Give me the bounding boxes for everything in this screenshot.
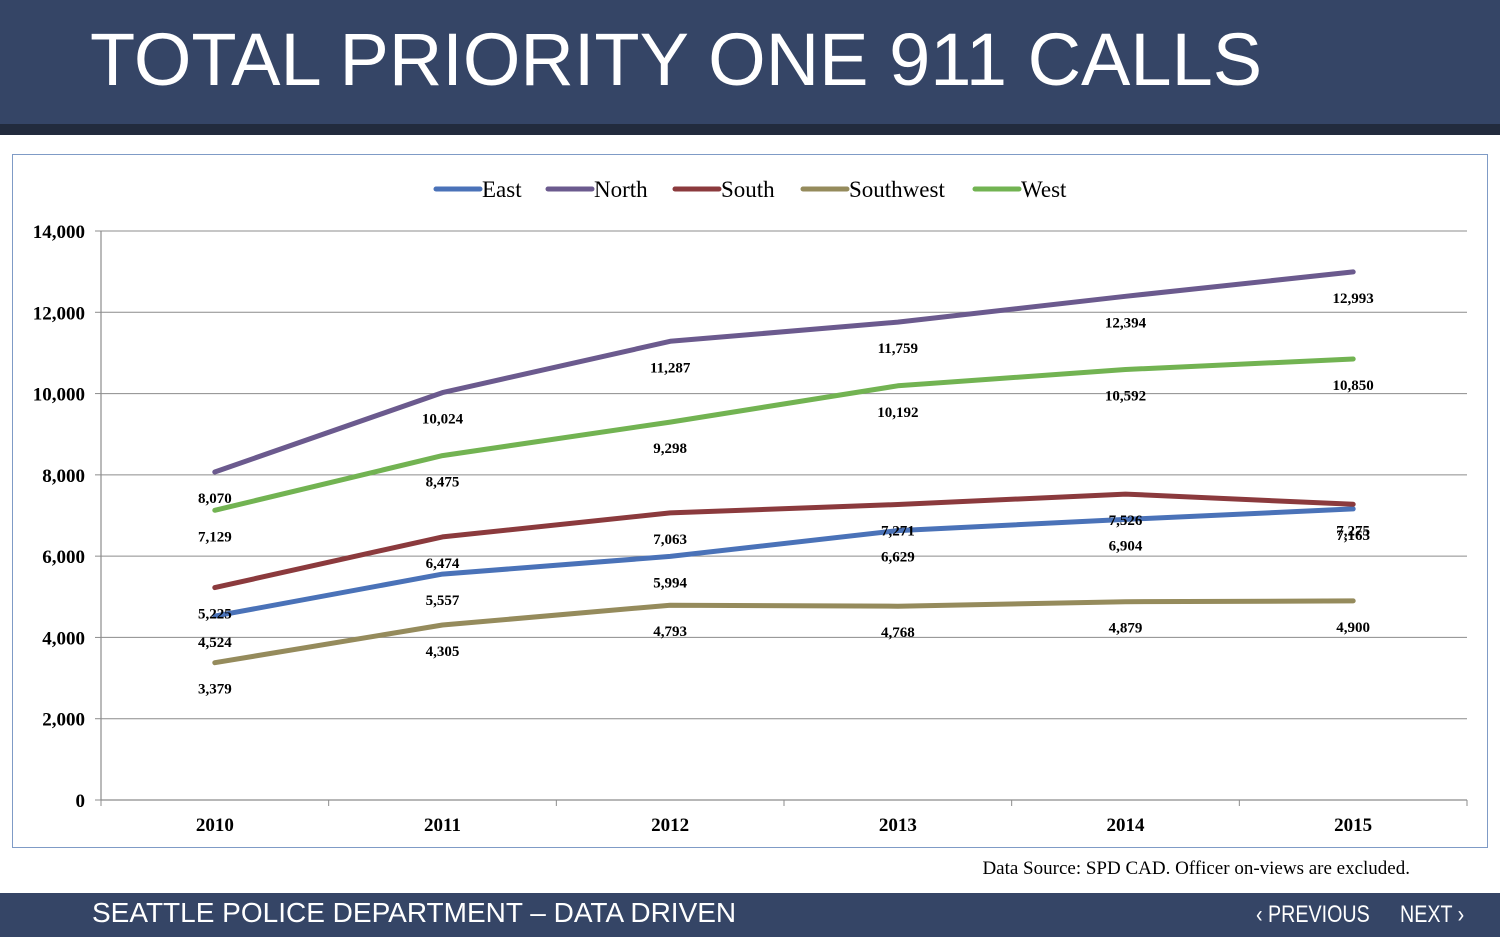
x-tick-label: 2015 bbox=[1334, 815, 1372, 836]
y-tick-label: 2,000 bbox=[42, 710, 85, 731]
data-label-south: 7,271 bbox=[881, 523, 915, 539]
x-tick-label: 2011 bbox=[424, 815, 461, 836]
legend-label-west: West bbox=[1021, 177, 1067, 202]
data-label-north: 12,394 bbox=[1105, 315, 1147, 331]
series-line-south bbox=[212, 491, 1356, 591]
data-label-east: 6,629 bbox=[881, 550, 915, 566]
data-label-east: 5,557 bbox=[426, 593, 460, 609]
y-tick-label: 8,000 bbox=[42, 466, 85, 487]
series-line-north bbox=[212, 269, 1356, 475]
data-label-north: 12,993 bbox=[1333, 291, 1374, 307]
gridlines bbox=[101, 230, 1467, 720]
data-label-south: 7,275 bbox=[1336, 523, 1370, 539]
data-label-southwest: 4,900 bbox=[1336, 620, 1370, 636]
data-label-southwest: 4,305 bbox=[426, 644, 460, 660]
data-label-south: 7,063 bbox=[653, 532, 687, 548]
data-label-southwest: 3,379 bbox=[198, 682, 232, 698]
series-lines bbox=[212, 269, 1356, 666]
chart-panel: 0 2,000 4,000 6,000 8,000 10,000 12,000 14,000 2… bbox=[12, 154, 1488, 848]
series-line-east bbox=[212, 506, 1356, 619]
legend-label-southwest: Southwest bbox=[849, 177, 945, 202]
legend-label-north: North bbox=[594, 177, 648, 202]
data-label-west: 10,592 bbox=[1105, 389, 1146, 405]
data-label-east: 6,904 bbox=[1109, 538, 1143, 554]
y-tick-label: 10,000 bbox=[33, 385, 85, 406]
y-tick-label: 4,000 bbox=[42, 628, 85, 649]
data-source-note: Data Source: SPD CAD. Officer on-views a… bbox=[982, 858, 1410, 879]
data-label-southwest: 4,879 bbox=[1109, 621, 1143, 637]
previous-button[interactable]: ‹ PREVIOUS bbox=[1256, 901, 1370, 929]
data-label-east: 7,163 bbox=[1336, 528, 1370, 544]
data-label-west: 10,850 bbox=[1333, 378, 1374, 394]
legend-label-east: East bbox=[482, 177, 522, 202]
data-label-north: 11,287 bbox=[650, 360, 691, 376]
axes: 0 2,000 4,000 6,000 8,000 10,000 12,000 14,000 2… bbox=[33, 222, 1468, 836]
data-label-west: 7,129 bbox=[198, 529, 232, 545]
data-label-south: 7,526 bbox=[1109, 513, 1143, 529]
data-label-south: 6,474 bbox=[426, 556, 460, 572]
y-tick-label: 6,000 bbox=[42, 547, 85, 568]
previous-label: PREVIOUS bbox=[1268, 901, 1370, 928]
data-label-east: 5,994 bbox=[653, 575, 687, 591]
footer-bar: SEATTLE POLICE DEPARTMENT – DATA DRIVEN … bbox=[0, 893, 1500, 937]
data-label-southwest: 4,793 bbox=[653, 624, 687, 640]
data-label-north: 11,759 bbox=[878, 341, 918, 357]
x-tick-label: 2010 bbox=[196, 815, 234, 836]
x-tick-label: 2014 bbox=[1107, 815, 1146, 836]
next-button[interactable]: NEXT › bbox=[1400, 901, 1464, 929]
header-divider bbox=[0, 124, 1500, 135]
series-line-southwest bbox=[212, 598, 1356, 666]
header-bar: TOTAL PRIORITY ONE 911 CALLS bbox=[0, 0, 1500, 124]
chevron-right-icon: › bbox=[1457, 901, 1465, 928]
legend: East North South Southwest West bbox=[433, 177, 1067, 202]
data-labels: 4,524 5,557 5,994 6,629 6,904 7,163 8,070 10,02… bbox=[198, 291, 1374, 698]
line-chart: 0 2,000 4,000 6,000 8,000 10,000 12,000 14,000 2… bbox=[33, 177, 1468, 836]
chevron-left-icon: ‹ bbox=[1256, 901, 1263, 928]
x-tick-label: 2012 bbox=[651, 815, 689, 836]
next-label: NEXT bbox=[1400, 901, 1453, 928]
department-name: SEATTLE POLICE DEPARTMENT – DATA DRIVEN bbox=[92, 897, 737, 928]
data-label-north: 10,024 bbox=[422, 412, 464, 428]
y-tick-label: 14,000 bbox=[33, 222, 85, 243]
data-label-west: 10,192 bbox=[877, 405, 918, 421]
data-label-west: 9,298 bbox=[653, 441, 687, 457]
data-label-south: 5,225 bbox=[198, 607, 232, 623]
y-tick-label: 12,000 bbox=[33, 303, 85, 324]
legend-label-south: South bbox=[721, 177, 775, 202]
page-title: TOTAL PRIORITY ONE 911 CALLS bbox=[90, 18, 1263, 101]
data-label-east: 4,524 bbox=[198, 635, 232, 651]
data-label-north: 8,070 bbox=[198, 491, 232, 507]
data-label-west: 8,475 bbox=[426, 475, 460, 491]
x-tick-label: 2013 bbox=[879, 815, 917, 836]
data-label-southwest: 4,768 bbox=[881, 625, 915, 641]
y-tick-label: 0 bbox=[76, 791, 86, 812]
series-line-west bbox=[212, 356, 1356, 513]
